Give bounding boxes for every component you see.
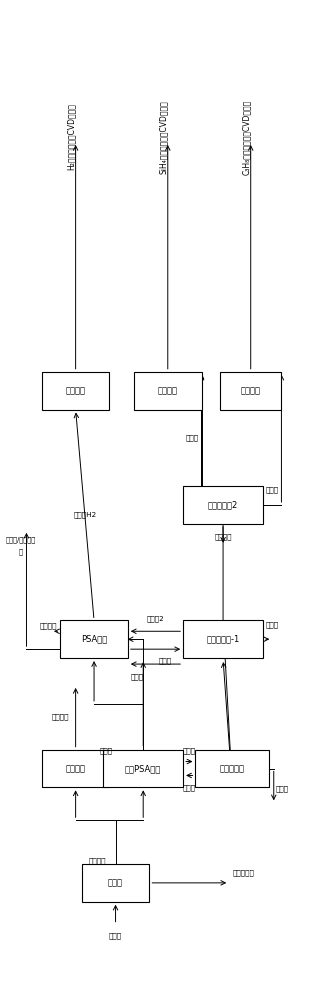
Text: 浓缩气: 浓缩气 [183, 747, 196, 754]
FancyBboxPatch shape [82, 864, 149, 902]
Text: 冷凝液: 冷凝液 [275, 785, 288, 792]
Text: 燃料气: 燃料气 [130, 674, 144, 680]
Text: 不凝气2: 不凝气2 [147, 615, 164, 622]
Text: 重组分: 重组分 [266, 621, 279, 628]
Text: 中浅温冷凝: 中浅温冷凝 [220, 764, 245, 773]
FancyBboxPatch shape [60, 620, 128, 658]
Text: 甲烷氢: 甲烷氢 [100, 747, 113, 754]
Text: PSA提氢: PSA提氢 [81, 635, 107, 644]
Text: 浅冷PSA浓缩: 浅冷PSA浓缩 [125, 764, 161, 773]
Text: 塔顶气: 塔顶气 [186, 435, 199, 441]
FancyBboxPatch shape [220, 372, 281, 410]
Text: 处理排放: 处理排放 [214, 533, 232, 540]
Text: 丙烷精制: 丙烷精制 [241, 386, 261, 395]
Text: 不凝气: 不凝气 [183, 784, 196, 791]
FancyBboxPatch shape [183, 486, 263, 524]
Text: 杂质（固）: 杂质（固） [232, 870, 254, 876]
Text: 中浅冷精馏2: 中浅冷精馏2 [208, 500, 238, 509]
Text: 原料气: 原料气 [109, 932, 122, 939]
Text: 硅烷提纯: 硅烷提纯 [158, 386, 178, 395]
Text: 氢气纯化: 氢气纯化 [66, 386, 86, 395]
Text: 预处理: 预处理 [108, 878, 123, 887]
Text: 中浅冷精馏-1: 中浅冷精馏-1 [206, 635, 240, 644]
FancyBboxPatch shape [42, 750, 109, 787]
Text: 燃料气/去回收甲: 燃料气/去回收甲 [5, 536, 35, 543]
FancyBboxPatch shape [42, 372, 109, 410]
Text: 重组分: 重组分 [266, 487, 279, 493]
Text: 富甲烷气: 富甲烷气 [40, 622, 57, 629]
FancyBboxPatch shape [103, 750, 183, 787]
Text: 解吸气: 解吸气 [158, 658, 171, 664]
Text: 烷: 烷 [18, 548, 22, 555]
FancyBboxPatch shape [134, 372, 202, 410]
Text: 净化原料: 净化原料 [89, 858, 106, 864]
Text: H₂产品气（返回CVD制程）: H₂产品气（返回CVD制程） [67, 104, 76, 170]
Text: C₃H₈产品气（返回CVD制程）: C₃H₈产品气（返回CVD制程） [242, 99, 251, 175]
FancyBboxPatch shape [196, 750, 269, 787]
Text: 净化甲烷: 净化甲烷 [52, 713, 69, 720]
Text: 超高纯H2: 超高纯H2 [74, 512, 97, 518]
Text: SiH₄产品气（返回CVD制程）: SiH₄产品气（返回CVD制程） [159, 100, 168, 174]
Text: 吸附净化: 吸附净化 [66, 764, 86, 773]
FancyBboxPatch shape [183, 620, 263, 658]
